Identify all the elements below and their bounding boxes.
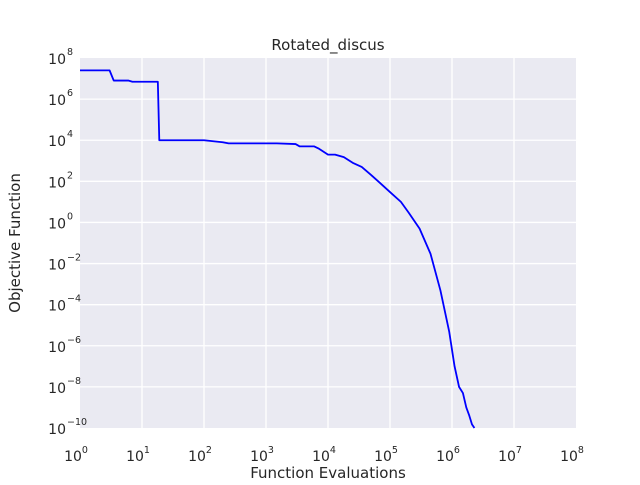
- y-tick-exponent: 2: [67, 170, 73, 181]
- y-tick-exponent: −10: [67, 417, 87, 428]
- y-tick-label: 10: [48, 175, 66, 191]
- y-tick-label: 10: [48, 258, 66, 274]
- y-tick-exponent: 0: [67, 211, 73, 222]
- y-tick-base: 10: [48, 299, 66, 315]
- x-tick-exponent: 8: [578, 445, 584, 456]
- x-tick-exponent: 4: [330, 445, 336, 456]
- y-tick-base: 10: [48, 52, 66, 68]
- x-tick-label: 100: [64, 445, 88, 465]
- x-tick-label: 103: [250, 445, 274, 465]
- x-tick-label: 102: [188, 445, 212, 465]
- y-tick-exponent: 6: [67, 88, 73, 99]
- y-tick-exponent: −6: [67, 335, 81, 346]
- y-tick-label: 10: [48, 340, 66, 356]
- y-tick-base: 10: [48, 258, 66, 274]
- x-tick-exponent: 6: [454, 445, 460, 456]
- y-tick-base: 10: [48, 422, 66, 438]
- y-tick-exponent: −4: [67, 294, 81, 305]
- x-tick-label: 108: [560, 445, 584, 465]
- x-tick-base: 10: [64, 449, 82, 465]
- y-axis-label: Objective Function: [6, 173, 24, 313]
- x-tick-exponent: 3: [268, 445, 274, 456]
- y-tick-label: 10: [48, 381, 66, 397]
- x-tick-label: 101: [126, 445, 150, 465]
- y-tick-label: 10: [48, 52, 66, 68]
- x-tick-base: 10: [436, 449, 454, 465]
- x-tick-exponent: 0: [82, 445, 88, 456]
- x-tick-label: 106: [436, 445, 460, 465]
- x-tick-base: 10: [188, 449, 206, 465]
- grid-layer: [80, 58, 576, 428]
- y-tick-exponent: −2: [67, 253, 81, 264]
- y-tick-base: 10: [48, 93, 66, 109]
- x-tick-exponent: 2: [206, 445, 212, 456]
- y-tick-label: 10: [48, 299, 66, 315]
- y-tick-label: 10: [48, 134, 66, 150]
- x-axis-label: Function Evaluations: [250, 464, 406, 480]
- x-tick-exponent: 1: [144, 445, 150, 456]
- y-tick-label: 10: [48, 216, 66, 232]
- y-tick-exponent: 4: [67, 129, 73, 140]
- y-tick-base: 10: [48, 134, 66, 150]
- y-tick-base: 10: [48, 340, 66, 356]
- x-tick-label: 107: [498, 445, 522, 465]
- y-tick-exponent: −8: [67, 376, 81, 387]
- series-line: [80, 69, 476, 429]
- x-tick-label: 105: [374, 445, 398, 465]
- chart-title: Rotated_discus: [271, 36, 384, 55]
- y-tick-base: 10: [48, 175, 66, 191]
- x-tick-base: 10: [560, 449, 578, 465]
- x-tick-base: 10: [312, 449, 330, 465]
- y-tick-base: 10: [48, 216, 66, 232]
- x-tick-exponent: 7: [516, 445, 522, 456]
- y-tick-label: 10: [48, 422, 66, 438]
- tick-labels: 100 101 102 103 104 105 106 107 10810−1010−810−6…: [48, 47, 584, 465]
- x-tick-base: 10: [498, 449, 516, 465]
- x-tick-base: 10: [250, 449, 268, 465]
- y-tick-base: 10: [48, 381, 66, 397]
- y-tick-exponent: 8: [67, 47, 73, 58]
- x-tick-base: 10: [126, 449, 144, 465]
- y-tick-label: 10: [48, 93, 66, 109]
- x-tick-exponent: 5: [392, 445, 398, 456]
- x-tick-label: 104: [312, 445, 336, 465]
- series-layer: [80, 69, 476, 429]
- x-tick-base: 10: [374, 449, 392, 465]
